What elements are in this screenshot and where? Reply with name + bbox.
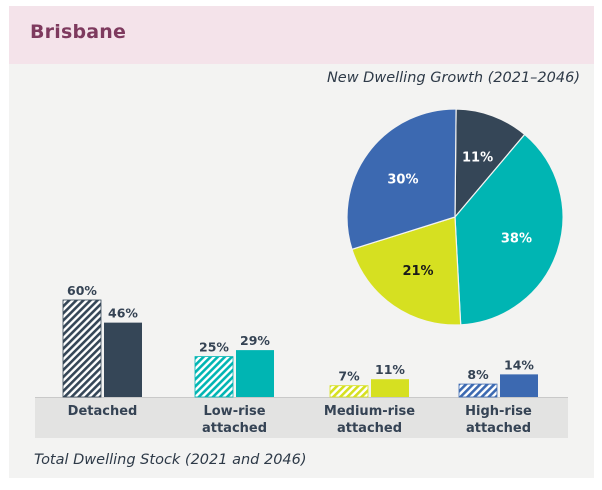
- bar-label-detached-2021: 60%: [67, 283, 97, 298]
- category-label-high-rise-attached: High-rise: [465, 404, 532, 419]
- bar-label-detached-2046: 46%: [108, 306, 138, 321]
- bar-medium-rise-attached-2046: [371, 379, 409, 397]
- pie-slice-label: 21%: [402, 264, 433, 279]
- bar-label-low-rise-attached-2046: 29%: [240, 333, 270, 348]
- pie-slice-label: 11%: [462, 150, 493, 165]
- bar-label-high-rise-attached-2021: 8%: [467, 367, 489, 382]
- category-label-detached: Detached: [68, 404, 138, 419]
- bar-label-high-rise-attached-2046: 14%: [504, 357, 534, 372]
- pie-slice-high-rise-attached: [346, 108, 457, 251]
- bar-detached-2021: [62, 299, 102, 398]
- bar-high-rise-attached-2046: [500, 374, 538, 397]
- pie-slice-low-rise-attached: [454, 133, 564, 326]
- pie-slice-label: 38%: [501, 232, 532, 247]
- category-label-medium-rise-attached: attached: [337, 421, 402, 436]
- category-label-low-rise-attached: attached: [202, 421, 267, 436]
- pie-slice-medium-rise-attached: [351, 216, 462, 326]
- category-axis-band: [35, 397, 568, 438]
- pie-slice-label: 30%: [387, 172, 418, 187]
- category-label-high-rise-attached: attached: [466, 421, 531, 436]
- pie-slice-detached: [454, 108, 526, 219]
- bar-chart-title: Total Dwelling Stock (2021 and 2046): [34, 452, 307, 468]
- bar-high-rise-attached-2021: [458, 383, 498, 398]
- bar-detached-2046: [104, 322, 142, 397]
- bar-label-low-rise-attached-2021: 25%: [199, 340, 229, 355]
- pie-chart-title: New Dwelling Growth (2021–2046): [326, 70, 580, 86]
- pie-chart: 11% 38% 21% 30%: [346, 108, 564, 326]
- bar-label-medium-rise-attached-2021: 7%: [338, 369, 360, 384]
- category-label-low-rise-attached: Low-rise: [203, 404, 265, 419]
- bar-low-rise-attached-2046: [236, 350, 274, 397]
- bar-label-medium-rise-attached-2046: 11%: [375, 362, 405, 377]
- category-label-medium-rise-attached: Medium-rise: [324, 404, 415, 419]
- bar-chart: 60% 46% Detached 25% 29% Low-rise attached 7% 11…: [62, 283, 538, 436]
- bar-low-rise-attached-2021: [194, 356, 234, 398]
- card-header: Brisbane: [9, 6, 594, 64]
- bar-medium-rise-attached-2021: [329, 385, 369, 398]
- region-title: Brisbane: [30, 21, 127, 43]
